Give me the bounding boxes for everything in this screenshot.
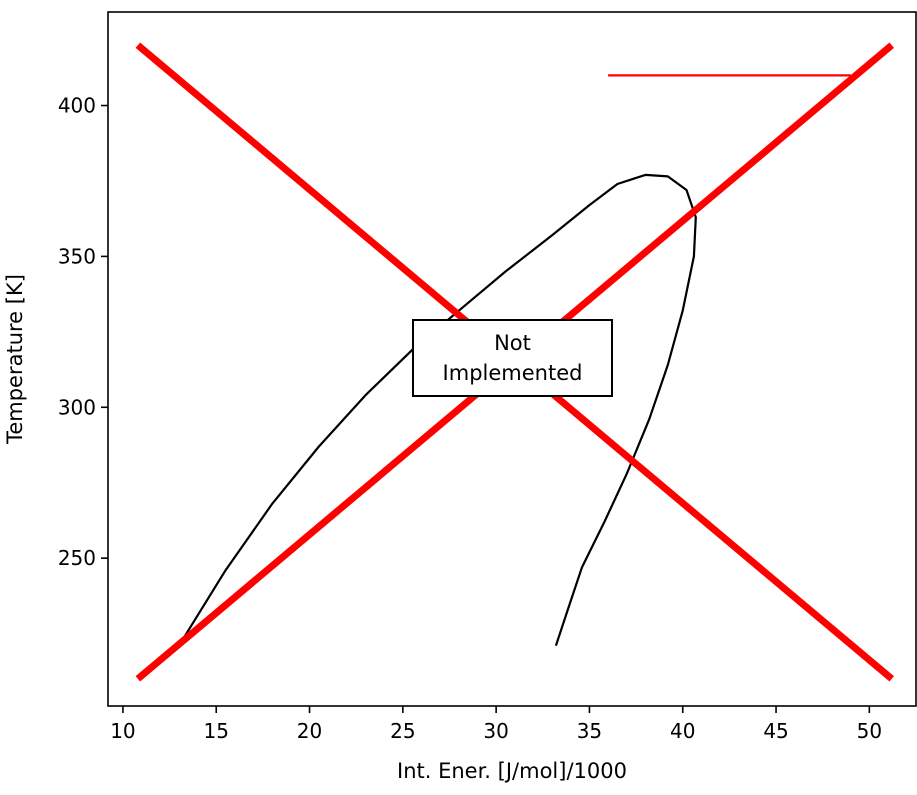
x-tick-label: 10 (110, 719, 135, 743)
y-tick-label: 350 (58, 244, 96, 268)
not-implemented-line-2: Implemented (443, 361, 583, 385)
plot-frame (107, 11, 917, 707)
not-implemented-line-1: Not (494, 331, 531, 355)
y-tick-label: 400 (58, 94, 96, 118)
y-axis: 250 300 350 400 (58, 94, 108, 570)
x-tick-label: 25 (390, 719, 415, 743)
x-tick-label: 20 (297, 719, 322, 743)
x-tick-label: 15 (204, 719, 229, 743)
x-tick-label: 35 (577, 719, 602, 743)
y-axis-label: Temperature [K] (3, 274, 27, 445)
x-tick-label: 30 (483, 719, 508, 743)
y-tick-label: 300 (58, 395, 96, 419)
x-axis: 10 15 20 25 30 35 40 45 50 (110, 706, 882, 743)
y-tick-label: 250 (58, 546, 96, 570)
not-implemented-box: Not Implemented (412, 319, 613, 397)
x-axis-label: Int. Ener. [J/mol]/1000 (397, 759, 627, 783)
x-tick-label: 50 (857, 719, 882, 743)
series-line-0 (177, 173, 697, 647)
x-tick-label: 40 (670, 719, 695, 743)
x-tick-label: 45 (763, 719, 788, 743)
